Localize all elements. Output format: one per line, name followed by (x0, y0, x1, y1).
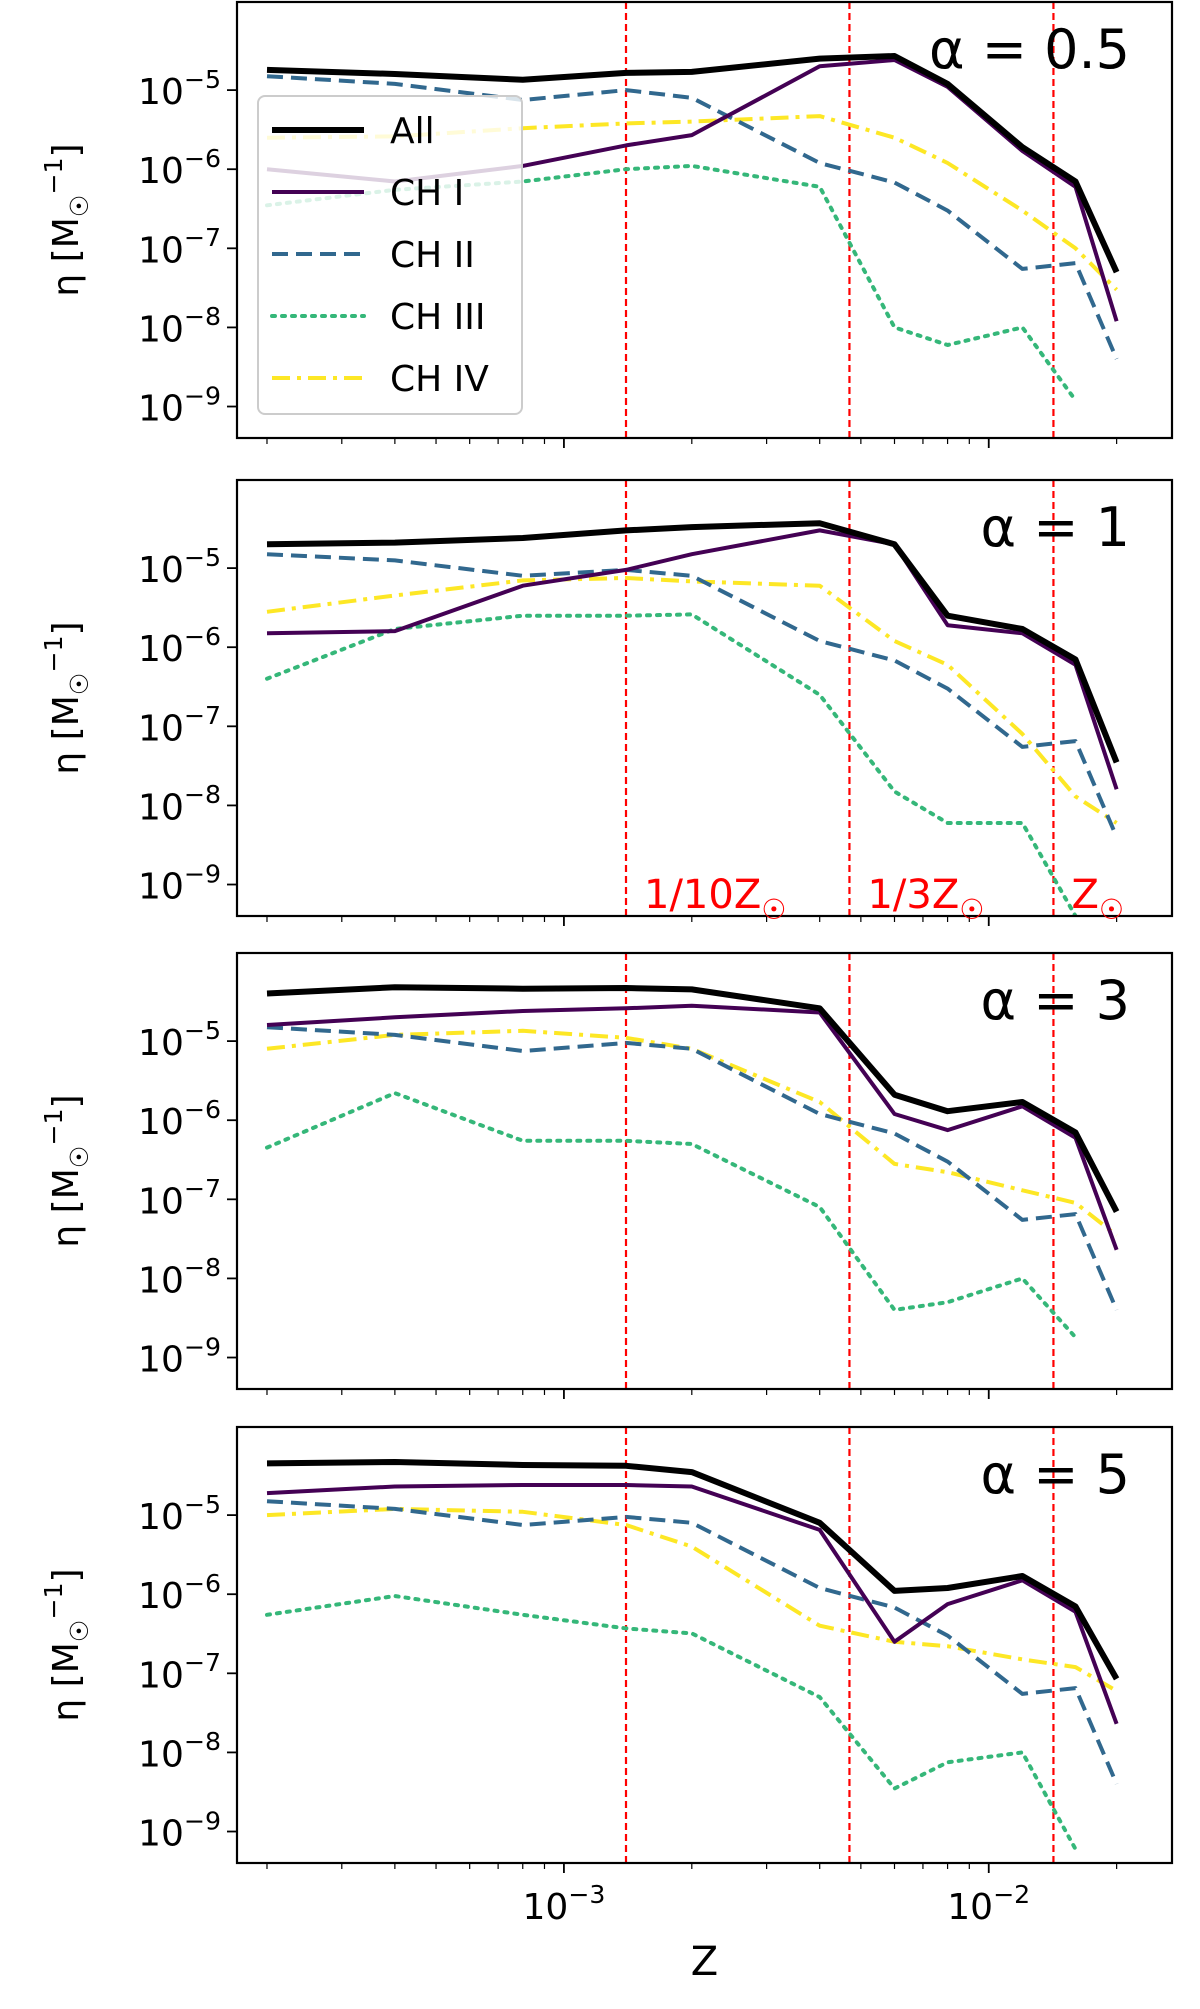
y-tick-label: 10−6​ (138, 144, 221, 192)
panel-4: 10−5​ 10−6​ 10−7​ 10−8​ 10−9​ α = 5 η [M☉​−1​]… (39, 1425, 1174, 1985)
x-axis-label: Z (691, 1939, 718, 1985)
panel-title: α = 1 (980, 496, 1130, 559)
series-line-ch3 (265, 1594, 1078, 1852)
series-line-ch3 (265, 612, 1078, 916)
series-line-ch4 (266, 1506, 1118, 1693)
series-line-ch2 (266, 552, 1119, 838)
y-tick-label: 10−6​ (138, 1095, 221, 1143)
x-tick-label: 10−2​ (947, 1880, 1030, 1928)
y-tick-label: 10−7​ (138, 1174, 221, 1222)
panel-frame (235, 478, 1174, 918)
series-line-ch1 (266, 528, 1119, 790)
series-line-ch1 (266, 1483, 1119, 1725)
series-line-ch1 (266, 1003, 1119, 1251)
series-group (265, 984, 1120, 1340)
y-axis-label: η [M☉​−1​] (39, 143, 94, 296)
y-tick-label: 10−6​ (138, 1569, 221, 1617)
panel-frame (235, 1425, 1174, 1865)
y-tick-label: 10−7​ (138, 223, 221, 271)
legend-label-ch2: CH II (390, 235, 475, 276)
panel-frame (235, 0, 1174, 440)
panel-1: 10−5​ 10−6​ 10−7​ 10−8​ 10−9​ α = 0.5 η [M☉​−1… (39, 0, 1174, 448)
y-tick-label: 10−9​ (138, 859, 221, 907)
series-line-ch4 (266, 1028, 1118, 1237)
y-tick-label: 10−8​ (138, 1253, 221, 1301)
reference-label: 1/3Z☉​ (867, 872, 984, 926)
series-line-ch4 (266, 576, 1118, 825)
y-tick-label: 10−7​ (138, 1648, 221, 1696)
x-tick-label: 10−3​ (522, 1880, 605, 1928)
y-tick-label: 10−9​ (138, 381, 221, 429)
series-line-ch2 (266, 1499, 1119, 1785)
y-tick-label: 10−5​ (138, 65, 221, 113)
series-line-ch4 (266, 114, 1119, 292)
reference-label: 1/10Z☉​ (644, 872, 786, 926)
y-tick-label: 10−9​ (138, 1806, 221, 1854)
series-line-ch2 (266, 1025, 1119, 1311)
y-tick-label: 10−8​ (138, 1727, 221, 1775)
legend: All CH I CH II CH III CH IV (257, 95, 523, 415)
panel-3: 10−5​ 10−6​ 10−7​ 10−8​ 10−9​ α = 3 η [M☉​−1​] (39, 951, 1174, 1399)
panel-frame (235, 951, 1174, 1391)
reference-label: Z☉​ (1071, 872, 1124, 926)
panel-title: α = 5 (980, 1443, 1130, 1506)
y-tick-label: 10−5​ (138, 1016, 221, 1064)
y-axis-label: η [M☉​−1​] (39, 621, 94, 774)
series-line-all (266, 520, 1120, 764)
reference-lines (624, 480, 1055, 916)
series-line-ch2 (266, 74, 1119, 360)
y-tick-label: 10−5​ (138, 1490, 221, 1538)
series-line-all (266, 1459, 1120, 1681)
panel-title: α = 0.5 (929, 18, 1130, 81)
reference-lines (624, 1427, 1055, 1863)
y-tick-label: 10−8​ (138, 302, 221, 350)
series-line-all (266, 53, 1120, 274)
legend-label-ch3: CH III (390, 297, 486, 338)
legend-label-all: All (390, 111, 435, 152)
y-tick-label: 10−8​ (138, 780, 221, 828)
legend-frame (257, 95, 523, 415)
panel-title: α = 3 (980, 969, 1130, 1032)
reference-lines (624, 953, 1055, 1389)
y-tick-label: 10−5​ (138, 543, 221, 591)
y-tick-label: 10−9​ (138, 1332, 221, 1380)
series-line-all (266, 984, 1120, 1213)
y-tick-label: 10−6​ (138, 622, 221, 670)
series-group (265, 520, 1120, 916)
legend-label-ch4: CH IV (390, 359, 489, 400)
y-tick-label: 10−7​ (138, 701, 221, 749)
y-axis-label: η [M☉​−1​] (39, 1568, 94, 1721)
legend-label-ch1: CH I (390, 173, 464, 214)
y-axis-label: η [M☉​−1​] (39, 1094, 94, 1247)
panel-2: 10−5​ 10−6​ 10−7​ 10−8​ 10−9​ α = 1 η [M☉​−1​]… (39, 478, 1174, 926)
series-group (265, 1459, 1120, 1852)
